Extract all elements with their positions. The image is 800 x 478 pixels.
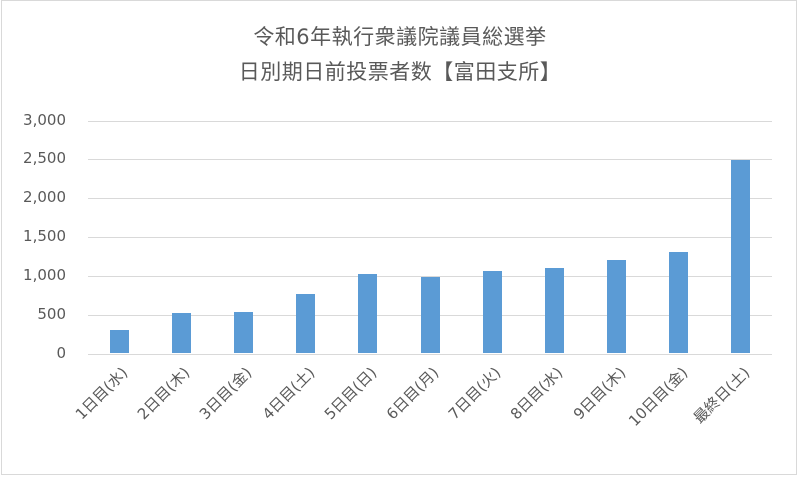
bar <box>109 330 129 354</box>
bar <box>482 271 502 354</box>
y-tick-label: 1,000 <box>23 266 66 284</box>
bar <box>296 294 316 354</box>
gridline <box>88 276 772 277</box>
bar <box>607 260 627 354</box>
gridline <box>88 237 772 238</box>
y-tick-label: 2,000 <box>23 188 66 206</box>
gridline <box>88 121 772 122</box>
gridline <box>88 354 772 355</box>
bar <box>233 311 253 354</box>
bar <box>171 313 191 354</box>
chart-title-line-1: 令和6年執行衆議院議員総選挙 <box>253 25 547 49</box>
bar <box>669 251 689 354</box>
bar <box>420 276 440 354</box>
y-tick-label: 500 <box>37 305 66 323</box>
gridline <box>88 198 772 199</box>
bar <box>358 273 378 354</box>
bar <box>731 160 751 354</box>
y-tick-label: 1,500 <box>23 227 66 245</box>
chart-title-line-2: 日別期日前投票者数【富田支所】 <box>238 60 562 84</box>
y-tick-label: 2,500 <box>23 149 66 167</box>
y-tick-label: 3,000 <box>23 111 66 129</box>
y-tick-label: 0 <box>56 344 66 362</box>
gridline <box>88 159 772 160</box>
bar <box>544 268 564 354</box>
